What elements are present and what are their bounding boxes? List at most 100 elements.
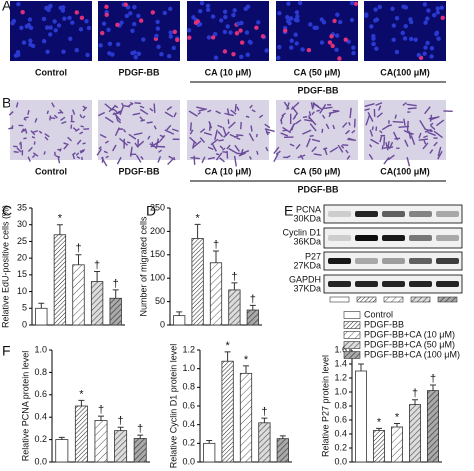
nucleus bbox=[45, 49, 50, 55]
legend-label: Control bbox=[364, 309, 393, 319]
nucleus bbox=[283, 28, 288, 33]
cell bbox=[332, 124, 336, 130]
nucleus bbox=[78, 27, 84, 32]
nucleus bbox=[254, 25, 259, 30]
cell bbox=[410, 135, 416, 146]
cell bbox=[79, 114, 83, 119]
cell bbox=[290, 101, 300, 111]
protein-weight: 27KDa bbox=[293, 260, 321, 270]
nucleus bbox=[166, 53, 172, 59]
nucleus bbox=[276, 55, 281, 60]
cell bbox=[199, 137, 206, 144]
nucleus bbox=[425, 16, 430, 21]
cell bbox=[340, 145, 345, 149]
nucleus bbox=[199, 0, 205, 6]
significance: † bbox=[98, 404, 104, 416]
cell bbox=[419, 120, 426, 130]
nucleus bbox=[225, 24, 230, 29]
cell bbox=[230, 109, 237, 115]
nucleus bbox=[435, 10, 441, 15]
y-tick-label: 0.8 bbox=[182, 382, 195, 392]
cell bbox=[44, 136, 49, 141]
nucleus bbox=[426, 8, 431, 13]
nucleus bbox=[337, 56, 342, 61]
legend-swatch bbox=[343, 341, 361, 349]
bar bbox=[391, 426, 403, 463]
cell bbox=[236, 106, 240, 111]
cell bbox=[49, 115, 52, 121]
nucleus bbox=[198, 9, 203, 14]
image-label: CA (50 μM) bbox=[294, 67, 341, 77]
cell bbox=[196, 106, 206, 110]
cell bbox=[139, 105, 145, 109]
cell bbox=[248, 156, 252, 160]
image-label: PDGF-BB bbox=[119, 166, 160, 176]
cell bbox=[217, 124, 223, 128]
lane-swatch bbox=[356, 296, 377, 303]
nucleus bbox=[106, 27, 111, 32]
cell bbox=[99, 133, 107, 139]
nucleus bbox=[218, 18, 224, 23]
nucleus bbox=[205, 3, 211, 9]
cell bbox=[394, 114, 398, 119]
cell bbox=[302, 115, 308, 119]
cell bbox=[376, 112, 383, 118]
nucleus bbox=[162, 10, 167, 16]
nucleus bbox=[28, 38, 33, 43]
nucleus bbox=[52, 19, 57, 24]
nucleus bbox=[289, 38, 294, 43]
band bbox=[328, 211, 351, 217]
cell bbox=[76, 139, 82, 145]
cell bbox=[379, 136, 383, 143]
bar bbox=[72, 264, 85, 326]
protein-name: PCNA bbox=[296, 204, 321, 214]
cell bbox=[67, 136, 73, 142]
bar bbox=[221, 360, 234, 463]
nucleus bbox=[74, 10, 79, 15]
cell bbox=[43, 151, 46, 155]
legend-swatch bbox=[343, 311, 361, 319]
nucleus bbox=[168, 6, 173, 12]
cell bbox=[129, 101, 134, 105]
cell bbox=[22, 128, 27, 133]
cell bbox=[8, 111, 14, 116]
cell bbox=[302, 129, 312, 135]
cell bbox=[151, 141, 154, 148]
nucleus bbox=[195, 19, 200, 24]
nucleus bbox=[228, 30, 233, 35]
nucleus bbox=[390, 6, 395, 12]
cell bbox=[383, 146, 394, 149]
cell bbox=[219, 157, 225, 163]
nucleus bbox=[239, 40, 245, 45]
cell bbox=[72, 152, 76, 156]
legend-label: PDGF-BB+CA (50 μM) bbox=[364, 339, 455, 349]
bar bbox=[258, 422, 271, 463]
y-tick-label: 0.4 bbox=[334, 428, 347, 438]
cell bbox=[250, 125, 253, 132]
cell bbox=[234, 144, 240, 152]
cell bbox=[108, 105, 116, 113]
cell bbox=[236, 134, 244, 137]
nucleus bbox=[46, 7, 51, 13]
nucleus bbox=[172, 29, 178, 35]
nucleus bbox=[62, 16, 67, 21]
cell bbox=[371, 126, 374, 131]
error-bar bbox=[78, 399, 85, 406]
cell bbox=[311, 146, 317, 153]
nucleus bbox=[79, 15, 85, 21]
image-label: CA (10 μM) bbox=[205, 67, 252, 77]
nucleus bbox=[413, 37, 418, 42]
cell bbox=[304, 118, 313, 122]
cell bbox=[101, 156, 108, 167]
error-bar bbox=[98, 415, 104, 421]
cell bbox=[112, 144, 117, 152]
nucleus bbox=[308, 22, 313, 27]
nucleus bbox=[110, 52, 115, 57]
cell bbox=[153, 103, 156, 113]
significance: † bbox=[231, 271, 237, 283]
nucleus bbox=[334, 33, 340, 38]
band bbox=[436, 281, 459, 287]
cell bbox=[383, 136, 386, 146]
nucleus bbox=[349, 17, 355, 23]
image-bg bbox=[276, 100, 358, 160]
